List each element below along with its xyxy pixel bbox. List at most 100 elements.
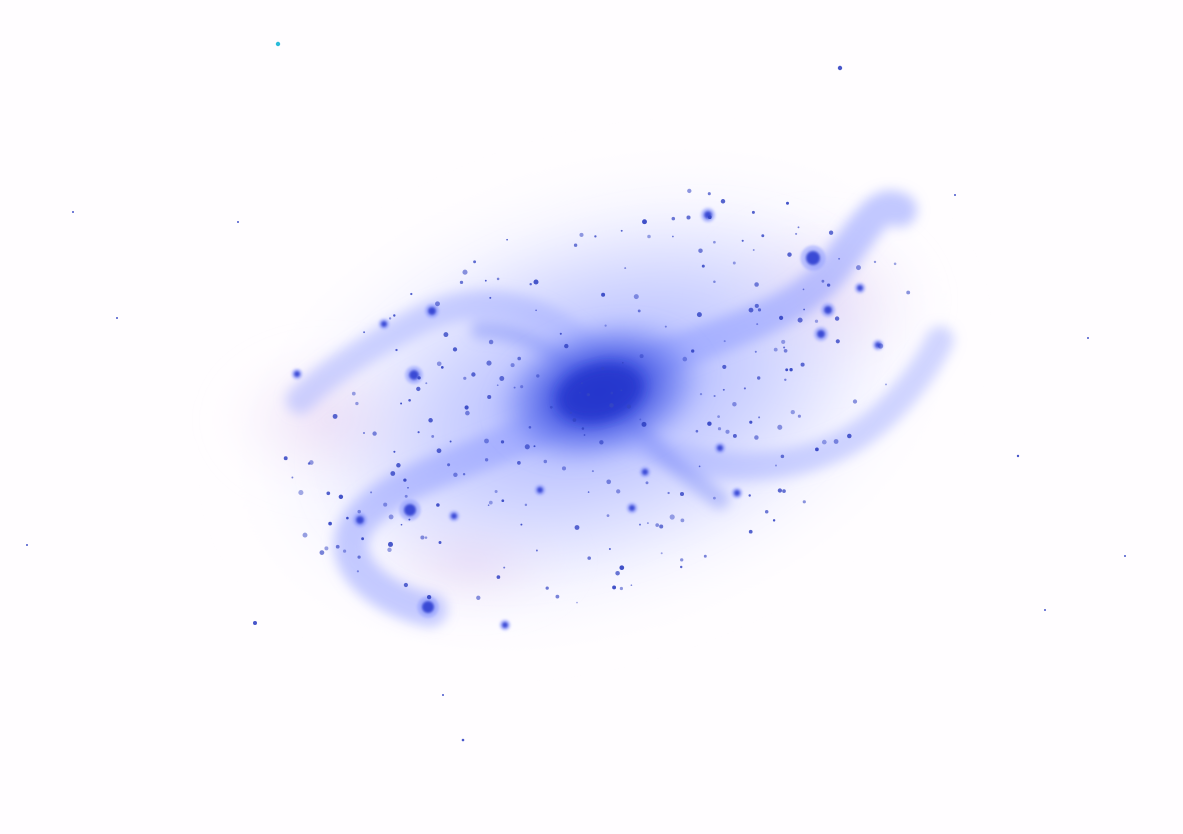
star xyxy=(357,509,361,514)
star xyxy=(754,282,759,287)
star xyxy=(664,325,667,328)
star xyxy=(428,418,433,423)
star xyxy=(800,362,805,367)
star xyxy=(393,314,396,317)
star xyxy=(601,366,605,371)
star xyxy=(436,503,440,507)
star xyxy=(815,447,819,452)
star-forming-knot xyxy=(734,490,740,496)
star xyxy=(752,249,755,251)
star-forming-knot xyxy=(717,445,723,451)
star xyxy=(698,248,703,253)
star xyxy=(328,521,332,526)
star xyxy=(795,232,798,235)
star xyxy=(785,368,789,372)
star xyxy=(473,260,477,264)
star xyxy=(396,463,401,468)
star xyxy=(633,294,639,300)
star xyxy=(713,496,716,500)
star xyxy=(764,509,769,514)
star xyxy=(580,382,583,385)
star xyxy=(569,411,573,414)
star xyxy=(783,348,788,353)
star xyxy=(609,403,614,408)
star xyxy=(513,386,516,389)
field-star xyxy=(442,694,444,696)
star xyxy=(707,192,711,196)
star-forming-knot xyxy=(806,251,820,265)
field-star xyxy=(237,221,239,223)
star xyxy=(835,339,840,344)
star-forming-knot xyxy=(857,285,863,291)
star xyxy=(847,433,852,439)
star xyxy=(417,376,421,380)
star xyxy=(447,463,451,467)
star xyxy=(782,489,786,493)
star xyxy=(707,421,712,426)
star xyxy=(790,409,795,415)
star-forming-knot xyxy=(502,622,508,628)
star xyxy=(471,372,476,377)
star xyxy=(756,323,759,326)
star xyxy=(520,523,523,526)
star xyxy=(828,230,834,235)
star-forming-knot xyxy=(381,321,387,327)
star xyxy=(463,376,467,380)
star xyxy=(659,524,664,529)
star xyxy=(686,215,691,220)
star xyxy=(797,226,800,229)
star xyxy=(787,252,792,257)
star xyxy=(408,518,411,521)
star xyxy=(351,391,356,396)
star xyxy=(476,595,481,600)
star xyxy=(561,466,567,471)
field-star xyxy=(1016,454,1020,458)
star-forming-knot xyxy=(294,371,300,377)
star xyxy=(722,388,725,391)
star xyxy=(637,309,641,313)
star xyxy=(416,386,421,392)
star xyxy=(410,292,413,296)
star xyxy=(749,420,753,424)
star xyxy=(484,458,489,462)
star xyxy=(797,317,803,323)
star xyxy=(655,523,660,527)
star xyxy=(431,434,435,438)
star xyxy=(436,448,442,454)
star xyxy=(723,340,726,343)
star xyxy=(682,356,688,362)
star xyxy=(641,421,647,427)
star xyxy=(579,391,581,394)
star xyxy=(488,339,494,345)
star xyxy=(713,240,716,244)
star xyxy=(587,491,590,493)
star xyxy=(574,525,580,530)
star xyxy=(355,401,359,406)
star xyxy=(802,500,806,504)
star xyxy=(436,361,442,367)
star xyxy=(319,550,325,555)
field-star xyxy=(1044,609,1046,611)
star xyxy=(814,319,819,323)
star xyxy=(754,303,759,308)
star xyxy=(452,347,458,352)
star xyxy=(761,234,765,238)
star xyxy=(717,427,722,431)
star xyxy=(536,374,540,378)
star xyxy=(291,476,294,479)
field-star xyxy=(253,621,257,625)
star xyxy=(335,544,340,549)
star xyxy=(298,490,304,496)
star xyxy=(717,415,720,418)
star xyxy=(833,439,839,444)
star-forming-knot xyxy=(422,601,434,613)
star-forming-knots xyxy=(291,207,884,631)
star xyxy=(797,414,801,418)
star xyxy=(698,465,701,468)
star-forming-knot xyxy=(642,469,648,475)
field-star xyxy=(1087,337,1089,339)
star xyxy=(671,216,676,221)
star xyxy=(885,383,887,386)
star xyxy=(906,290,911,295)
star xyxy=(821,279,825,283)
